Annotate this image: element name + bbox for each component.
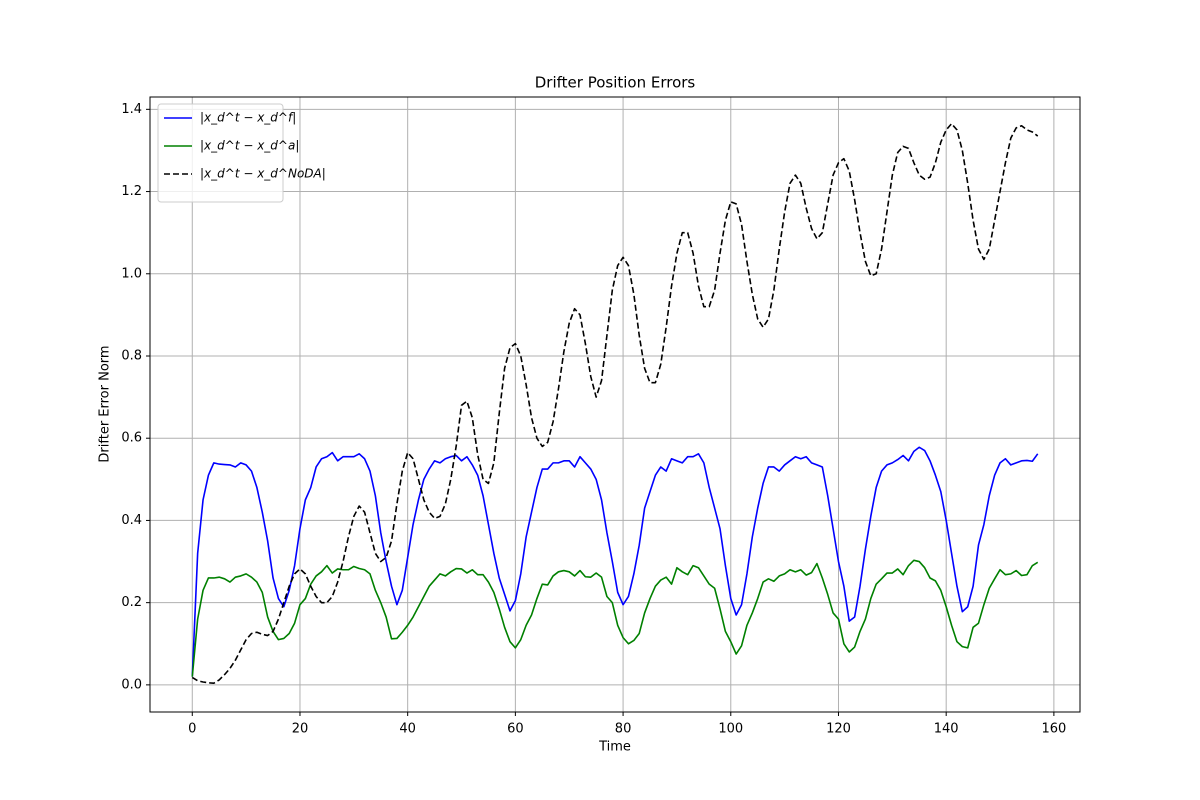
x-tick-label: 140 [934, 722, 959, 737]
y-tick-label: 1.2 [121, 184, 142, 199]
y-tick-label: 0.0 [121, 677, 142, 692]
series-line [191, 122, 1039, 685]
legend-label: |x_d^t − x_d^NoDA| [200, 167, 326, 181]
y-tick-label: 1.4 [121, 102, 142, 117]
y-tick-label: 0.8 [121, 348, 142, 363]
legend-label: |x_d^t − x_d^a| [200, 139, 299, 153]
x-tick-label: 160 [1041, 722, 1066, 737]
x-axis-label: Time [598, 740, 631, 755]
legend-box [157, 103, 284, 203]
x-tick-label: 0 [188, 722, 196, 737]
y-tick-label: 0.6 [121, 431, 142, 446]
plot-frame [149, 96, 1081, 713]
y-axis-label: Drifter Error Norm [98, 345, 113, 462]
x-tick-label: 120 [826, 722, 851, 737]
x-tick-label: 60 [507, 722, 524, 737]
y-tick-label: 1.0 [121, 266, 142, 281]
x-tick-label: 20 [292, 722, 309, 737]
y-tick-label: 0.4 [121, 513, 142, 528]
series-line [191, 559, 1039, 677]
chart-title: Drifter Position Errors [535, 74, 696, 92]
y-tick-label: 0.2 [121, 595, 142, 610]
series-line [191, 446, 1039, 677]
legend-label: |x_d^t − x_d^f| [200, 111, 296, 125]
x-tick-label: 100 [718, 722, 743, 737]
x-tick-label: 80 [615, 722, 632, 737]
x-tick-label: 40 [399, 722, 416, 737]
